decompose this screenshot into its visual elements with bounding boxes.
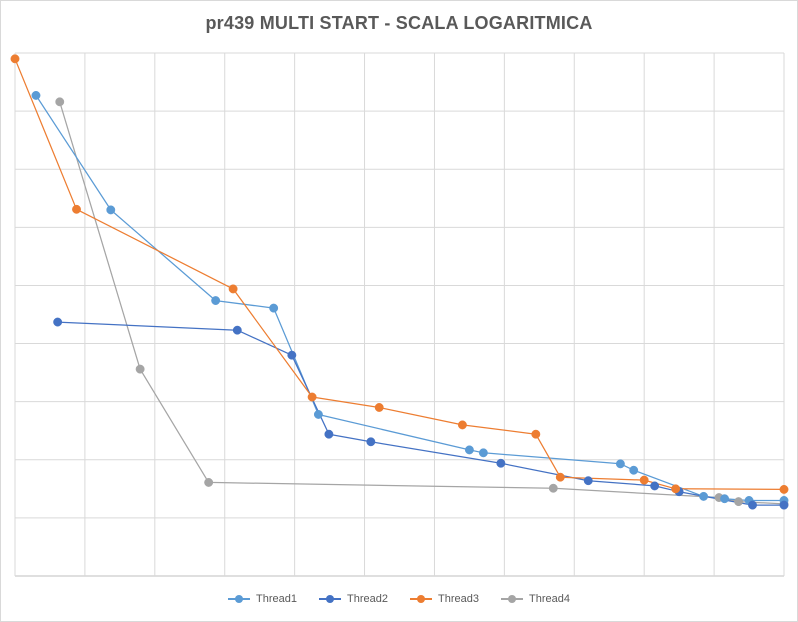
legend-item-thread1: Thread1 bbox=[228, 593, 297, 605]
series-line-thread4 bbox=[59, 101, 785, 505]
point-thread3-0 bbox=[10, 54, 20, 64]
series-line-thread1 bbox=[35, 95, 784, 502]
point-thread1-3 bbox=[269, 303, 279, 313]
point-thread2-0 bbox=[53, 317, 63, 327]
point-thread3-6 bbox=[531, 429, 541, 439]
point-thread4-0 bbox=[55, 97, 65, 107]
legend-label-thread4: Thread4 bbox=[528, 593, 570, 605]
point-thread2-7 bbox=[650, 481, 660, 491]
legend-item-thread2: Thread2 bbox=[319, 593, 388, 605]
point-thread1-9 bbox=[699, 491, 709, 501]
point-thread1-7 bbox=[615, 459, 625, 469]
point-thread4-5 bbox=[734, 497, 744, 507]
point-thread1-10 bbox=[720, 494, 730, 504]
point-thread3-1 bbox=[72, 204, 81, 214]
point-thread1-2 bbox=[211, 296, 221, 306]
point-thread1-0 bbox=[31, 90, 41, 100]
chart-title: pr439 MULTI START - SCALA LOGARITMICA bbox=[205, 13, 593, 33]
point-thread3-4 bbox=[374, 403, 384, 412]
point-thread2-5 bbox=[496, 458, 506, 468]
point-thread2-1 bbox=[232, 325, 242, 335]
legend-label-thread2: Thread2 bbox=[347, 593, 388, 605]
point-thread4-3 bbox=[548, 483, 558, 493]
point-thread1-1 bbox=[106, 205, 116, 215]
point-thread1-8 bbox=[629, 465, 639, 475]
point-thread2-2 bbox=[287, 350, 297, 360]
legend-item-thread4: Thread4 bbox=[500, 593, 570, 605]
point-thread3-8 bbox=[639, 475, 649, 485]
point-thread1-6 bbox=[478, 448, 488, 458]
point-thread1-5 bbox=[464, 445, 474, 455]
point-thread2-4 bbox=[366, 437, 376, 447]
point-thread4-2 bbox=[204, 477, 214, 487]
legend-item-thread3: Thread3 bbox=[410, 593, 479, 605]
point-thread4-1 bbox=[135, 364, 145, 374]
point-thread2-3 bbox=[324, 429, 334, 439]
legend-swatch-thread3 bbox=[410, 594, 432, 604]
legend-swatch-thread4 bbox=[500, 594, 523, 604]
point-thread3-5 bbox=[457, 420, 467, 430]
series-lines bbox=[14, 58, 785, 506]
point-thread3-3 bbox=[307, 392, 317, 402]
point-thread3-9 bbox=[671, 484, 681, 494]
point-thread3-10 bbox=[779, 484, 789, 494]
point-thread3-2 bbox=[228, 284, 238, 294]
legend-swatch-thread1 bbox=[228, 594, 251, 604]
legend-label-thread1: Thread1 bbox=[256, 593, 298, 605]
legend: Thread1 Thread2 Thread3 Thread4 bbox=[1, 593, 797, 605]
legend-swatch-thread2 bbox=[319, 594, 342, 604]
point-thread3-7 bbox=[555, 472, 565, 482]
series-line-thread3 bbox=[14, 58, 785, 491]
series-markers bbox=[10, 54, 789, 510]
point-thread2-9 bbox=[748, 500, 757, 510]
legend-label-thread3: Thread3 bbox=[438, 593, 479, 605]
point-thread1-4 bbox=[313, 410, 323, 419]
point-thread2-6 bbox=[583, 476, 593, 486]
gridlines bbox=[14, 52, 785, 577]
point-thread2-10 bbox=[779, 500, 789, 510]
